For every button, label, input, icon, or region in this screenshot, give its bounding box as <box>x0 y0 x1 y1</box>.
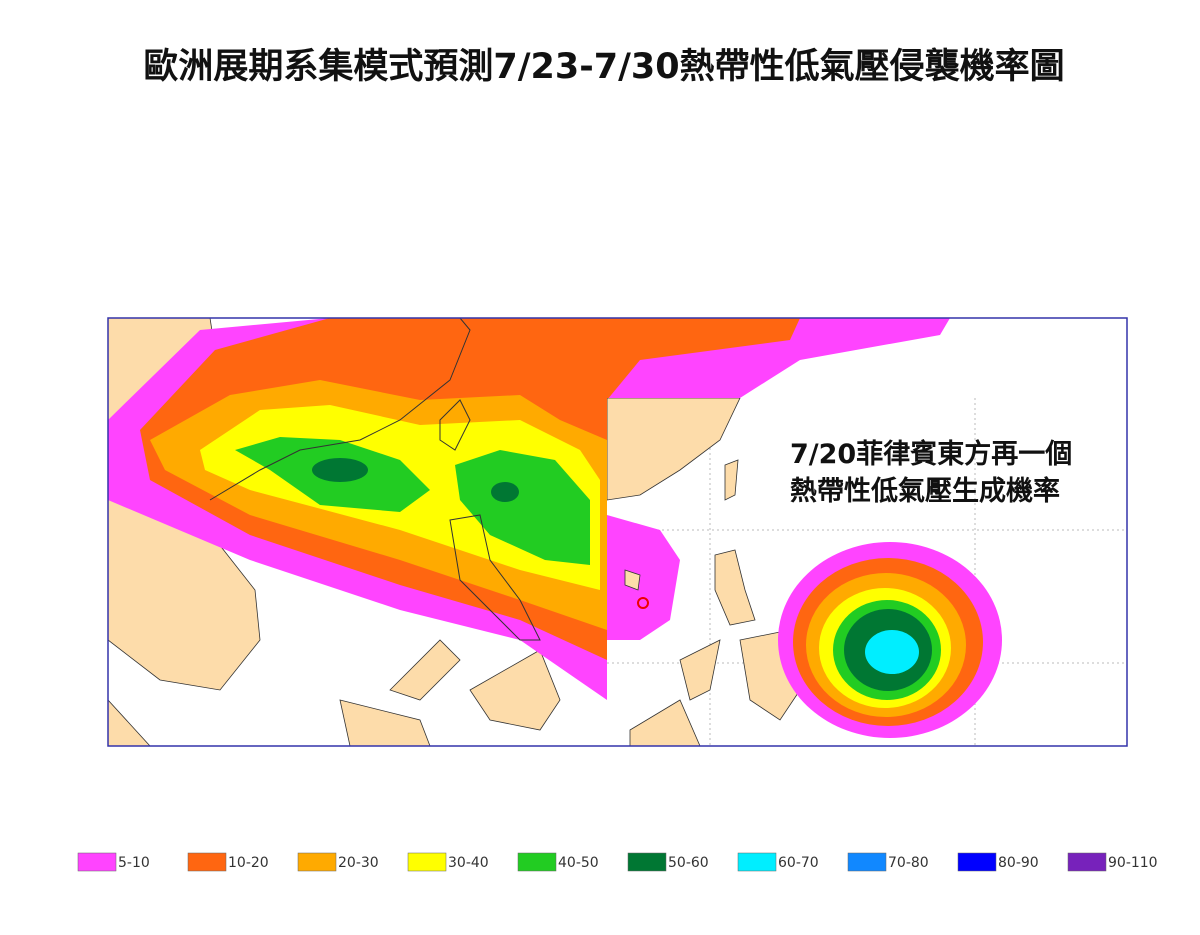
inset-note: 7/20菲律賓東方再一個 <box>790 438 1072 470</box>
probability-area <box>491 482 519 502</box>
legend-swatch <box>77 852 117 872</box>
legend-swatch <box>297 852 337 872</box>
legend-label: 20-30 <box>338 855 379 871</box>
legend-swatch <box>847 852 887 872</box>
land <box>679 639 721 701</box>
legend-swatch <box>627 852 667 872</box>
legend: 5-10 10-20 20-30 30-40 40-50 50-60 60-70 70-80 8… <box>77 852 1158 872</box>
legend-label: 10-20 <box>228 855 269 871</box>
land <box>339 699 431 746</box>
legend-swatch <box>407 852 447 872</box>
legend-swatch <box>737 852 777 872</box>
legend-swatch <box>1067 852 1107 872</box>
coastline <box>449 514 541 641</box>
forecast-map <box>108 318 950 746</box>
land <box>629 699 701 746</box>
legend-label: 90-110 <box>1108 855 1158 871</box>
land <box>469 649 561 731</box>
title: 歐洲展期系集模式預測7/23-7/30熱帶性低氣壓侵襲機率圖 <box>143 47 1064 87</box>
land <box>724 459 739 501</box>
marker <box>637 597 649 609</box>
land <box>624 569 641 591</box>
legend-label: 80-90 <box>998 855 1039 871</box>
land <box>607 398 741 501</box>
legend-label: 50-60 <box>668 855 709 871</box>
land <box>389 639 461 701</box>
land <box>714 549 756 626</box>
legend-label: 70-80 <box>888 855 929 871</box>
coastline <box>439 399 471 451</box>
legend-label: 5-10 <box>118 855 150 871</box>
inset-map <box>607 398 1127 746</box>
inset-note: 熱帶性低氣壓生成機率 <box>790 475 1060 507</box>
map-border <box>107 317 1128 747</box>
legend-swatch <box>957 852 997 872</box>
legend-swatch <box>517 852 557 872</box>
probability-area <box>312 458 368 482</box>
probability-area <box>607 515 680 640</box>
legend-label: 60-70 <box>778 855 819 871</box>
probability-area <box>455 450 590 565</box>
legend-label: 30-40 <box>448 855 489 871</box>
coastline <box>209 318 471 501</box>
legend-label: 40-50 <box>558 855 599 871</box>
map: 7/20菲律賓東方再一個 熱帶性低氣壓生成機率 <box>107 317 1128 747</box>
probability-area <box>865 630 919 674</box>
land <box>108 698 151 746</box>
legend-swatch <box>187 852 227 872</box>
